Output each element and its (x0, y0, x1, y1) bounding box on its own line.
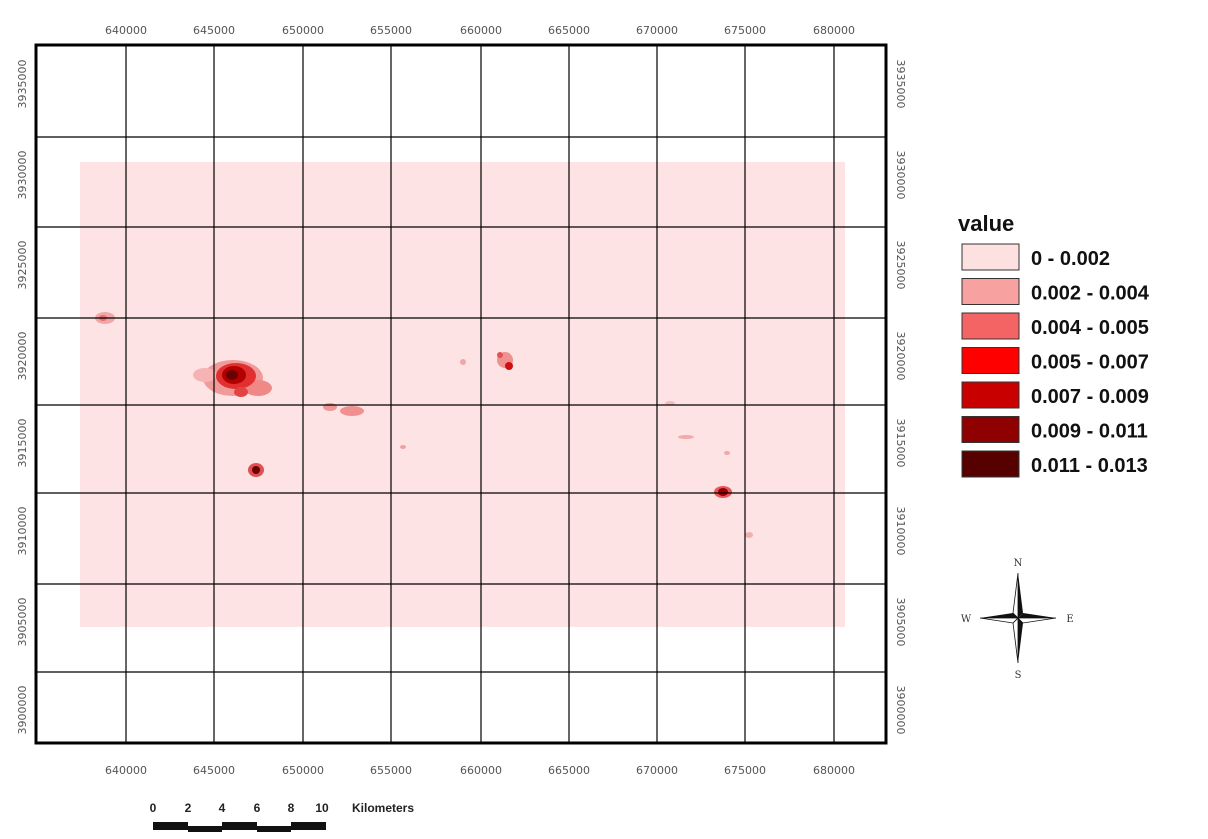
y-tick-label-right: 3925000 (894, 241, 907, 290)
legend-swatch (961, 347, 1020, 374)
scale-tick-label: 6 (254, 801, 261, 815)
scale-tick-label: 8 (288, 801, 295, 815)
legend-label: 0.005 - 0.007 (1031, 352, 1149, 374)
scale-tick-label: 4 (219, 801, 226, 815)
y-tick-label-right: 3905000 (894, 598, 907, 647)
x-tick-label-bottom: 680000 (813, 764, 855, 777)
legend-swatch (961, 312, 1020, 340)
y-tick-label-left: 3900000 (16, 686, 29, 735)
y-tick-label-left: 3925000 (16, 241, 29, 290)
coordinate-labels: 640000 640000 645000 645000 650000 650000 6550… (16, 24, 907, 777)
hotspot-east (665, 401, 753, 538)
x-tick-label-top: 670000 (636, 24, 678, 37)
scale-tick-label: 10 (315, 801, 329, 815)
y-tick-label-right: 3900000 (894, 686, 907, 735)
legend-label: 0.004 - 0.005 (1031, 317, 1149, 339)
map-frame (34, 43, 888, 745)
compass-s: S (1015, 670, 1022, 681)
legend-title: value (958, 211, 1014, 236)
x-tick-label-bottom: 670000 (636, 764, 678, 777)
y-tick-label-right: 3910000 (894, 507, 907, 556)
x-tick-label-top: 660000 (460, 24, 502, 37)
y-tick-label-right: 3935000 (894, 60, 907, 109)
north-arrow-icon: N S E W (961, 558, 1074, 681)
legend-swatch (961, 450, 1020, 478)
hotspots (95, 312, 753, 538)
x-tick-label-top: 655000 (370, 24, 412, 37)
x-tick-label-bottom: 660000 (460, 764, 502, 777)
compass-n: N (1014, 558, 1023, 569)
y-tick-label-right: 3915000 (894, 419, 907, 468)
legend-label: 0.002 - 0.004 (1031, 283, 1150, 305)
scale-bar: Kilometers 0 2 4 6 8 10 (150, 801, 414, 832)
y-tick-label-left: 3930000 (16, 151, 29, 200)
scale-segment (291, 822, 326, 828)
x-tick-label-top: 650000 (282, 24, 324, 37)
raster-extent (80, 162, 845, 627)
legend-swatch (961, 278, 1020, 305)
x-tick-label-bottom: 675000 (724, 764, 766, 777)
legend-swatch (961, 416, 1020, 443)
compass-e: E (1066, 614, 1073, 625)
legend-label: 0.007 - 0.009 (1031, 386, 1149, 408)
y-tick-label-right: 3920000 (894, 332, 907, 381)
x-tick-label-bottom: 665000 (548, 764, 590, 777)
x-tick-label-bottom: 640000 (105, 764, 147, 777)
legend-label: 0 - 0.002 (1031, 248, 1110, 270)
hotspot-south (248, 463, 264, 477)
x-tick-label-top: 680000 (813, 24, 855, 37)
y-tick-label-right: 3930000 (894, 151, 907, 200)
y-tick-label-left: 3915000 (16, 419, 29, 468)
x-tick-label-bottom: 650000 (282, 764, 324, 777)
y-tick-label-left: 3905000 (16, 598, 29, 647)
x-tick-label-top: 675000 (724, 24, 766, 37)
x-tick-label-top: 640000 (105, 24, 147, 37)
compass-w: W (961, 614, 972, 625)
scale-segment (222, 822, 257, 828)
scale-unit: Kilometers (352, 801, 414, 815)
x-tick-label-top: 665000 (548, 24, 590, 37)
scale-tick-label: 2 (185, 801, 192, 815)
graticule (36, 45, 886, 743)
legend: value 0 - 0.002 0.002 - 0.004 0.004 - 0.00… (958, 211, 1150, 478)
scale-tick-label: 0 (150, 801, 157, 815)
hotspot-cluster-central (193, 360, 272, 397)
scale-segment (153, 822, 188, 828)
legend-label: 0.011 - 0.013 (1031, 455, 1148, 477)
y-tick-label-left: 3920000 (16, 332, 29, 381)
legend-swatch (961, 243, 1020, 271)
hotspot-north-center (497, 352, 513, 370)
y-tick-label-left: 3910000 (16, 507, 29, 556)
legend-label: 0.009 - 0.011 (1031, 421, 1148, 443)
legend-swatch (961, 381, 1020, 409)
x-tick-label-top: 645000 (193, 24, 235, 37)
y-tick-label-left: 3935000 (16, 60, 29, 109)
x-tick-label-bottom: 655000 (370, 764, 412, 777)
x-tick-label-bottom: 645000 (193, 764, 235, 777)
